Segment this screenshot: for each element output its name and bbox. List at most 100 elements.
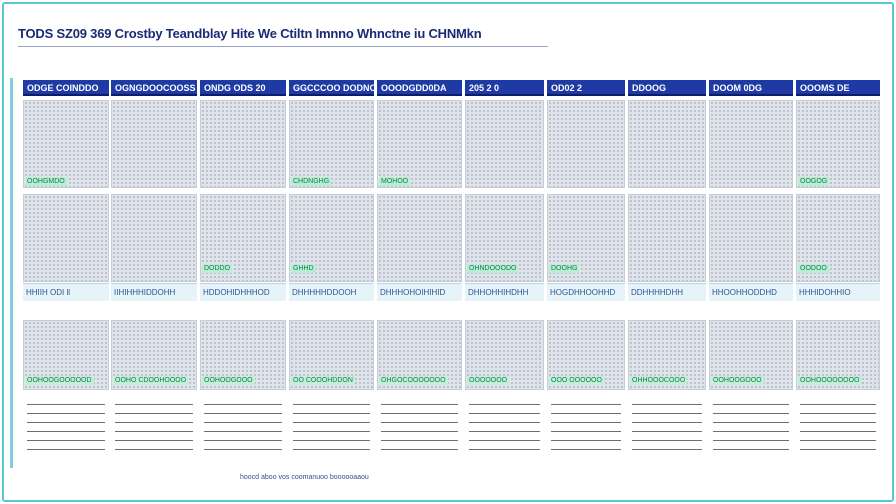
- grid-cell: [377, 194, 462, 282]
- column-header: OD02 2: [547, 80, 625, 96]
- cell-tag: DOOHG: [549, 264, 580, 273]
- cell-bottom-tag: OOO OOOOOO: [549, 376, 604, 385]
- cell-strip: HHHIDOHHIO: [796, 283, 880, 301]
- ruled-line: [800, 440, 876, 441]
- cell-tag: DODDO: [202, 264, 233, 273]
- ruled-line: [551, 431, 621, 432]
- ruled-line: [632, 413, 702, 414]
- ruled-line: [115, 413, 193, 414]
- ruled-line: [381, 413, 458, 414]
- ruled-line: [800, 413, 876, 414]
- ruled-line: [204, 422, 282, 423]
- ruled-line: [551, 422, 621, 423]
- cell-bottom-tag: OOHOOGOOOOOD: [25, 376, 94, 385]
- ruled-line: [551, 413, 621, 414]
- ruled-line: [713, 431, 789, 432]
- cell-bottom-tag: OOHO CDOOHOOOO: [113, 376, 189, 385]
- ruled-line: [293, 413, 370, 414]
- cell-strip: DDHHHHDHH: [628, 283, 706, 301]
- cell-tag: OODOO: [798, 264, 829, 273]
- ruled-line: [632, 422, 702, 423]
- ruled-line: [115, 422, 193, 423]
- cell-tag: OHNDOOODO: [467, 264, 519, 273]
- grid-cell: [547, 194, 625, 282]
- cell-bottom-tag: OHHOOOCOOO: [630, 376, 688, 385]
- cell-strip: HHIIH ODI ll: [23, 283, 109, 301]
- ruled-line: [27, 422, 105, 423]
- footnote: hoocd aboo vos coomanuoo boooooaaou: [240, 474, 369, 481]
- cell-strip: DHHHHHDDOOH: [289, 283, 374, 301]
- ruled-line: [381, 449, 458, 450]
- ruled-line: [27, 404, 105, 405]
- ruled-line: [204, 431, 282, 432]
- grid-cell: [465, 100, 544, 188]
- ruled-line: [204, 449, 282, 450]
- column-header: 205 2 0: [465, 80, 544, 96]
- ruled-line: [381, 422, 458, 423]
- ruled-line: [293, 431, 370, 432]
- ruled-line: [115, 431, 193, 432]
- ruled-line: [27, 440, 105, 441]
- ruled-line: [204, 413, 282, 414]
- ruled-line: [713, 449, 789, 450]
- cell-strip: DHHHOHOIHIHID: [377, 283, 462, 301]
- grid-cell: [709, 194, 793, 282]
- document-grid: ODGE COINDDO OOHGMDO HHIIH ODI ll OOHOOGOOO…: [13, 78, 883, 398]
- left-accent-rule: [10, 78, 13, 468]
- cell-tag: OOHGMDO: [25, 177, 67, 186]
- ruled-line: [204, 404, 282, 405]
- cell-strip: HDDOHIDHHHOD: [200, 283, 286, 301]
- ruled-line: [800, 422, 876, 423]
- column-header: OGNGDOOCOOSS: [111, 80, 197, 96]
- ruled-line: [632, 440, 702, 441]
- cell-bottom-tag: OOHOOGOOO: [202, 376, 255, 385]
- column-header: DDOOG: [628, 80, 706, 96]
- grid-cell: [796, 100, 880, 188]
- ruled-line: [381, 431, 458, 432]
- ruled-line: [27, 431, 105, 432]
- cell-bottom-tag: OOHOOOOOOOO: [798, 376, 862, 385]
- cell-bottom-tag: OOOOOOO: [467, 376, 510, 385]
- ruled-line: [713, 422, 789, 423]
- ruled-line: [27, 449, 105, 450]
- ruled-line: [551, 440, 621, 441]
- ruled-line: [381, 440, 458, 441]
- column-header: DOOM 0DG: [709, 80, 793, 96]
- ruled-line: [469, 431, 540, 432]
- ruled-line: [293, 449, 370, 450]
- grid-cell: [200, 100, 286, 188]
- cell-strip: HOGDHHOOHHD: [547, 283, 625, 301]
- ruled-line: [115, 449, 193, 450]
- column-header: OOOMS DE: [796, 80, 880, 96]
- ruled-line: [115, 404, 193, 405]
- ruled-line: [469, 422, 540, 423]
- grid-cell: [111, 194, 197, 282]
- cell-strip: HHOOHHODDHD: [709, 283, 793, 301]
- grid-cell: [289, 100, 374, 188]
- ruled-line: [293, 422, 370, 423]
- ruled-lines: [13, 400, 883, 460]
- page-title: TODS SZ09 369 Crostby Teandblay Hite We …: [18, 26, 482, 41]
- ruled-line: [551, 404, 621, 405]
- title-underline: [18, 46, 548, 47]
- cell-strip: IIHIHHHIDDOHH: [111, 283, 197, 301]
- ruled-line: [293, 404, 370, 405]
- ruled-line: [469, 413, 540, 414]
- cell-strip: DHHOHHIHDHH: [465, 283, 544, 301]
- grid-cell: [377, 100, 462, 188]
- cell-tag: OOGOG: [798, 177, 830, 186]
- ruled-line: [381, 404, 458, 405]
- cell-tag: MOHOO: [379, 177, 411, 186]
- cell-tag: CHDNGHG: [291, 177, 332, 186]
- ruled-line: [800, 404, 876, 405]
- grid-cell: [547, 100, 625, 188]
- grid-cell: [23, 194, 109, 282]
- ruled-line: [27, 413, 105, 414]
- ruled-line: [293, 440, 370, 441]
- cell-bottom-tag: OO COOOHDDON: [291, 376, 355, 385]
- ruled-line: [713, 440, 789, 441]
- ruled-line: [800, 449, 876, 450]
- cell-tag: GHHD: [291, 264, 316, 273]
- ruled-line: [469, 449, 540, 450]
- column-header: OOODGDD0DA: [377, 80, 462, 96]
